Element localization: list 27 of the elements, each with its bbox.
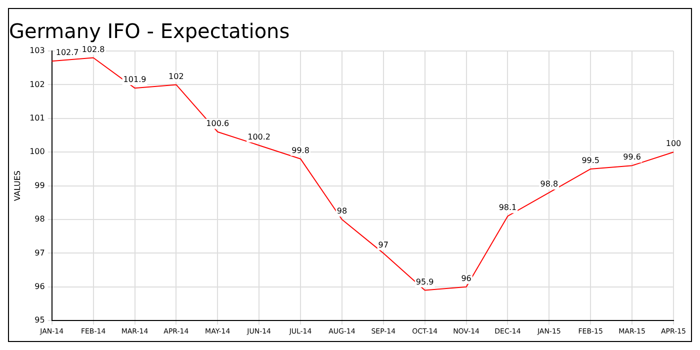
y-tick-label: 96 xyxy=(34,282,45,291)
y-tick-label: 102 xyxy=(30,80,45,89)
y-tick-label: 97 xyxy=(34,248,45,258)
data-label: 99.6 xyxy=(623,152,641,162)
y-tick-label: 101 xyxy=(30,113,45,122)
y-tick-label: 103 xyxy=(30,46,45,56)
y-tick-label: 95 xyxy=(34,316,45,325)
data-label: 96 xyxy=(461,274,472,283)
y-tick-label: 99 xyxy=(34,180,45,190)
data-label: 100.6 xyxy=(206,118,230,128)
data-label: 98.1 xyxy=(498,203,517,212)
y-axis-title: VALUES xyxy=(12,170,22,202)
data-label: 99.8 xyxy=(292,146,310,155)
data-label: 102.8 xyxy=(82,44,105,54)
data-label: 101.9 xyxy=(123,75,146,84)
data-label: 98 xyxy=(336,206,348,216)
data-label: 102.7 xyxy=(56,48,79,58)
data-label: 97 xyxy=(378,240,388,250)
data-label: 100 xyxy=(666,139,682,148)
data-label: 95.9 xyxy=(416,277,434,286)
y-tick-label: 100 xyxy=(30,147,45,156)
y-tick-label: 98 xyxy=(34,214,45,224)
data-label: 100.2 xyxy=(248,132,271,142)
data-label: 102 xyxy=(168,72,184,81)
chart-title: Germany IFO - Expectations xyxy=(9,19,290,44)
data-label: 98.8 xyxy=(540,180,558,189)
data-label: 99.5 xyxy=(582,156,600,166)
